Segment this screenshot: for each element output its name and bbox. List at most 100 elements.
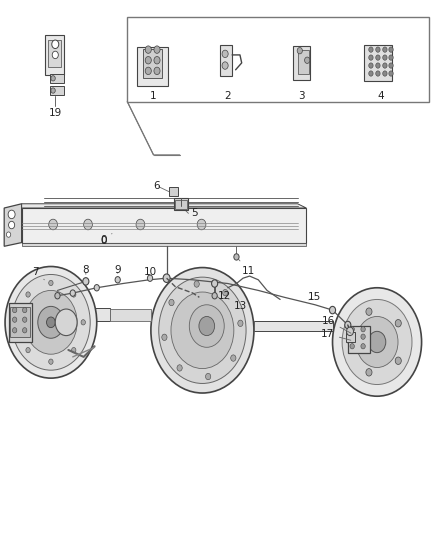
Circle shape: [7, 232, 11, 237]
Text: 9: 9: [114, 265, 121, 274]
Circle shape: [154, 67, 160, 75]
Circle shape: [222, 62, 228, 69]
Text: 13: 13: [228, 298, 247, 311]
Text: 2: 2: [224, 91, 231, 101]
Circle shape: [395, 357, 401, 365]
Text: 7: 7: [32, 267, 44, 280]
Text: 6: 6: [153, 181, 159, 191]
Circle shape: [223, 289, 228, 296]
Text: 11: 11: [238, 259, 255, 276]
Polygon shape: [348, 326, 370, 353]
Circle shape: [368, 332, 386, 353]
Bar: [11, 308, 30, 337]
Polygon shape: [44, 308, 110, 321]
Circle shape: [383, 47, 387, 52]
Circle shape: [51, 88, 55, 93]
Polygon shape: [4, 204, 21, 246]
Circle shape: [376, 55, 380, 60]
Circle shape: [376, 71, 380, 76]
Circle shape: [49, 219, 57, 230]
Bar: [169, 187, 177, 196]
Circle shape: [154, 46, 160, 53]
Polygon shape: [10, 303, 32, 342]
Circle shape: [361, 334, 365, 340]
Circle shape: [342, 300, 412, 384]
Circle shape: [9, 221, 14, 229]
Circle shape: [189, 305, 224, 348]
Bar: [49, 74, 64, 83]
Circle shape: [329, 306, 336, 314]
Circle shape: [12, 317, 17, 322]
Circle shape: [376, 47, 380, 52]
Bar: [364, 45, 392, 82]
Circle shape: [205, 373, 211, 379]
Circle shape: [5, 266, 97, 378]
Circle shape: [350, 327, 354, 332]
Polygon shape: [21, 243, 306, 246]
Circle shape: [238, 320, 243, 327]
Circle shape: [46, 317, 55, 328]
Circle shape: [222, 50, 228, 58]
Circle shape: [177, 365, 182, 371]
Circle shape: [350, 344, 354, 349]
Circle shape: [345, 321, 351, 329]
Circle shape: [369, 55, 373, 60]
Circle shape: [22, 328, 27, 333]
Circle shape: [52, 51, 58, 59]
Text: 0: 0: [100, 233, 112, 245]
Circle shape: [12, 274, 90, 370]
Text: 16: 16: [321, 316, 351, 333]
Circle shape: [145, 56, 151, 64]
Circle shape: [83, 278, 89, 285]
Polygon shape: [21, 204, 306, 208]
Circle shape: [148, 275, 152, 281]
Circle shape: [197, 219, 206, 230]
Circle shape: [366, 308, 372, 316]
Bar: [137, 47, 168, 86]
Circle shape: [51, 76, 55, 81]
Circle shape: [369, 71, 373, 76]
Text: 0: 0: [100, 236, 106, 246]
Circle shape: [71, 292, 76, 297]
Bar: [175, 199, 187, 209]
Polygon shape: [254, 321, 332, 332]
Text: 3: 3: [299, 91, 305, 101]
Circle shape: [366, 369, 372, 376]
Circle shape: [151, 268, 254, 393]
Circle shape: [304, 57, 310, 63]
Bar: [48, 39, 61, 67]
Bar: [49, 86, 64, 95]
Circle shape: [350, 334, 354, 340]
Circle shape: [231, 355, 236, 361]
Circle shape: [356, 317, 398, 368]
Circle shape: [84, 219, 92, 230]
Circle shape: [26, 292, 30, 297]
Text: 5: 5: [191, 208, 198, 219]
Text: 4: 4: [377, 91, 384, 101]
Text: 10: 10: [144, 267, 156, 277]
Circle shape: [49, 280, 53, 286]
Circle shape: [136, 219, 145, 230]
Bar: [297, 50, 308, 74]
Circle shape: [348, 338, 354, 346]
Text: 15: 15: [307, 292, 321, 302]
Circle shape: [163, 274, 170, 282]
Circle shape: [145, 67, 151, 75]
Circle shape: [94, 285, 99, 291]
Circle shape: [52, 40, 59, 49]
Circle shape: [22, 308, 27, 313]
Bar: [346, 333, 355, 342]
Circle shape: [199, 317, 215, 336]
Circle shape: [38, 306, 64, 338]
Circle shape: [369, 63, 373, 68]
Circle shape: [12, 308, 17, 313]
Bar: [127, 17, 428, 102]
Circle shape: [212, 280, 218, 287]
Circle shape: [25, 290, 77, 354]
Circle shape: [154, 56, 160, 64]
Circle shape: [145, 46, 151, 53]
Circle shape: [389, 55, 393, 60]
Polygon shape: [21, 208, 306, 243]
Circle shape: [389, 63, 393, 68]
Bar: [143, 49, 162, 78]
